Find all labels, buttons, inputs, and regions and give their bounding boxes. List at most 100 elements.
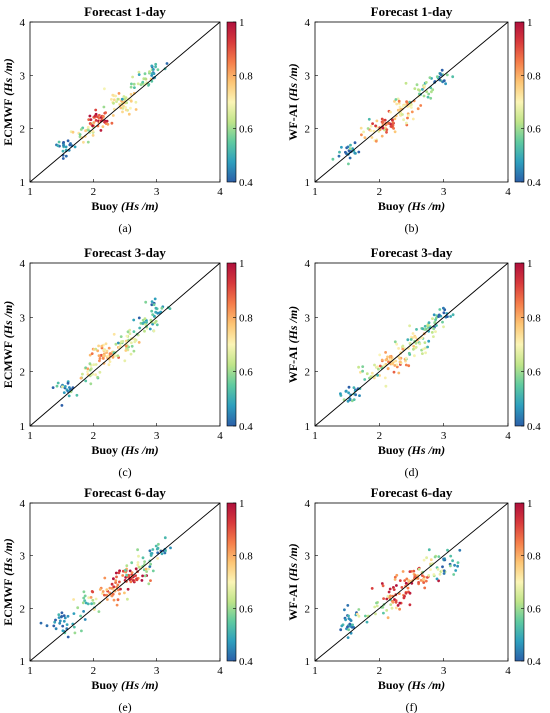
scatter-point (393, 575, 397, 579)
scatter-point (148, 549, 152, 553)
scatter-point (160, 552, 164, 556)
scatter-point (418, 342, 422, 346)
scatter-point (344, 390, 348, 393)
scatter-point (397, 101, 401, 105)
scatter-point (134, 567, 138, 571)
scatter-point (88, 353, 92, 357)
scatter-point (148, 327, 152, 331)
scatter-point (429, 558, 433, 562)
scatter-point (98, 359, 101, 363)
scatter-point (398, 105, 402, 109)
scatter-point (125, 334, 129, 338)
scatter-point (394, 98, 398, 101)
scatter-point (144, 323, 148, 326)
scatter-point (60, 611, 64, 615)
x-tick-label: 3 (441, 430, 447, 442)
scatter-point (360, 133, 363, 137)
x-tick-label: 3 (154, 665, 160, 677)
scatter-point (435, 577, 439, 581)
scatter-point (454, 569, 458, 572)
y-axis-label-unit: (Hs /m) (1, 538, 15, 576)
scatter-point (137, 73, 141, 76)
x-tick-label: 2 (377, 665, 383, 677)
scatter-point (53, 620, 57, 624)
scatter-point (449, 315, 452, 318)
scatter-point (376, 365, 379, 369)
scatter-point (97, 344, 100, 348)
y-axis-label-unit: (Hs /m) (286, 63, 300, 101)
scatter-point (388, 596, 391, 600)
scatter-point (128, 328, 132, 332)
scatter-point (353, 151, 357, 155)
scatter-point (58, 619, 62, 623)
scatter-point (141, 80, 145, 84)
scatter-points (39, 536, 172, 639)
scatter-point (155, 547, 159, 551)
scatter-point (106, 354, 110, 358)
scatter-point (367, 117, 371, 121)
scatter-point (344, 618, 347, 622)
scatter-point (110, 121, 114, 125)
scatter-point (395, 573, 399, 577)
x-axis-label: Buoy (Hs /m) (91, 199, 158, 213)
scatter-point (438, 572, 442, 576)
scatter-point (52, 624, 56, 628)
scatter-point (130, 341, 133, 345)
x-axis-label: Buoy (Hs /m) (378, 678, 445, 692)
scatter-point (355, 612, 359, 616)
scatter-point (422, 94, 426, 98)
scatter-point (96, 349, 100, 353)
scatter-point (429, 568, 432, 571)
scatter-point (144, 300, 148, 304)
colorbar-tick-label: 0.4 (239, 177, 253, 189)
scatter-point (150, 74, 154, 77)
scatter-point (415, 328, 418, 331)
scatter-point (393, 340, 397, 344)
scatter-point (98, 588, 102, 591)
scatter-point (136, 561, 140, 564)
scatter-point (123, 97, 127, 101)
scatter-point (401, 347, 405, 351)
scatter-point (387, 121, 391, 125)
scatter-point (103, 120, 106, 124)
scatter-point (102, 115, 105, 118)
scatter-point (87, 118, 91, 121)
x-tick-label: 1 (312, 186, 318, 198)
scatter-point (144, 567, 148, 571)
scatter-point (431, 88, 435, 92)
scatter-point (347, 385, 351, 389)
scatter-points (331, 68, 455, 166)
scatter-point (66, 139, 70, 143)
scatter-point (133, 86, 136, 89)
scatter-point (376, 373, 379, 377)
y-tick-label: 1 (305, 177, 311, 189)
y-tick-label: 4 (20, 17, 26, 29)
scatter-point (364, 614, 367, 618)
y-tick-label: 2 (305, 367, 311, 379)
scatter-point (383, 128, 386, 132)
scatter-point (97, 113, 101, 117)
scatter-point (129, 99, 133, 103)
scatter-point (119, 587, 122, 591)
scatter-point (358, 394, 361, 397)
scatter-point (427, 92, 431, 96)
y-axis-label: WF-AI (Hs /m) (286, 543, 300, 620)
scatter-point (347, 614, 350, 618)
scatter-point (141, 322, 145, 325)
scatter-point (116, 341, 120, 345)
scatter-point (366, 127, 370, 130)
scatter-point (92, 601, 96, 605)
scatter-point (385, 609, 389, 612)
y-axis-label-unit: (Hs /m) (1, 301, 15, 339)
x-tick-label: 1 (27, 665, 33, 677)
colorbar-tick-label: 1 (239, 258, 245, 270)
colorbar-tick-label: 0.6 (527, 603, 541, 615)
scatter-point (404, 103, 407, 107)
scatter-point (39, 621, 43, 625)
scatter-point (441, 565, 444, 569)
scatter-point (394, 359, 398, 363)
y-tick-label: 3 (305, 551, 311, 563)
scatter-point (348, 147, 352, 151)
